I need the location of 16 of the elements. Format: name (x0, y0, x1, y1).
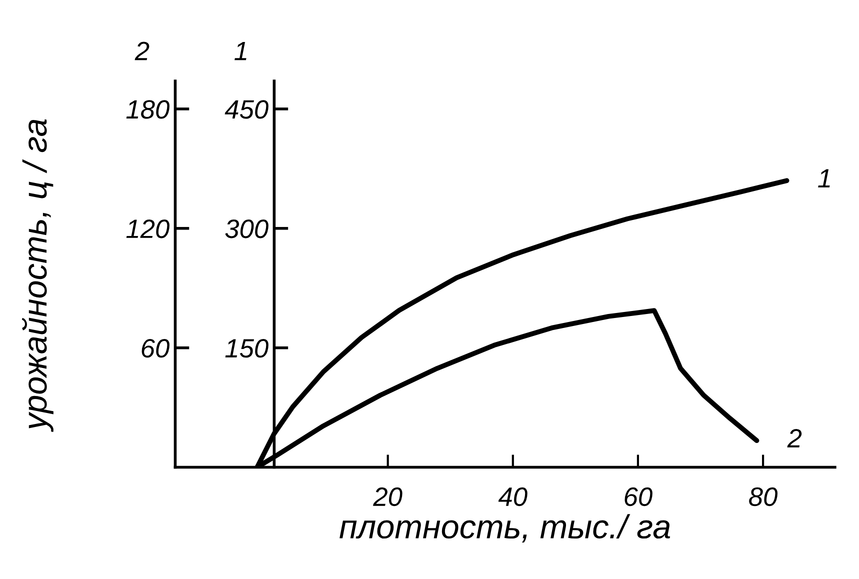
y-tick-label: 180 (126, 100, 170, 119)
x-tick-label: 80 (749, 487, 778, 506)
x-axis-title: плотность, тыс./ га (340, 514, 670, 542)
y2-tick-label: 300 (225, 220, 268, 238)
y-axis-title: урожайность, ц / га (22, 119, 54, 432)
y-tick-label: 120 (126, 220, 170, 238)
x-tick-label: 60 (624, 487, 652, 506)
y2-tick-label: 150 (225, 338, 268, 358)
y-tick-label: 60 (142, 338, 170, 358)
text: 2 (134, 42, 150, 60)
y2-tick-label: 450 (224, 100, 268, 119)
series-label: 2 (787, 428, 802, 448)
x-tick-label: 20 (373, 487, 402, 506)
text: 1 (234, 42, 246, 60)
x-tick-label: 40 (498, 487, 528, 506)
series-label: 1 (818, 169, 830, 188)
